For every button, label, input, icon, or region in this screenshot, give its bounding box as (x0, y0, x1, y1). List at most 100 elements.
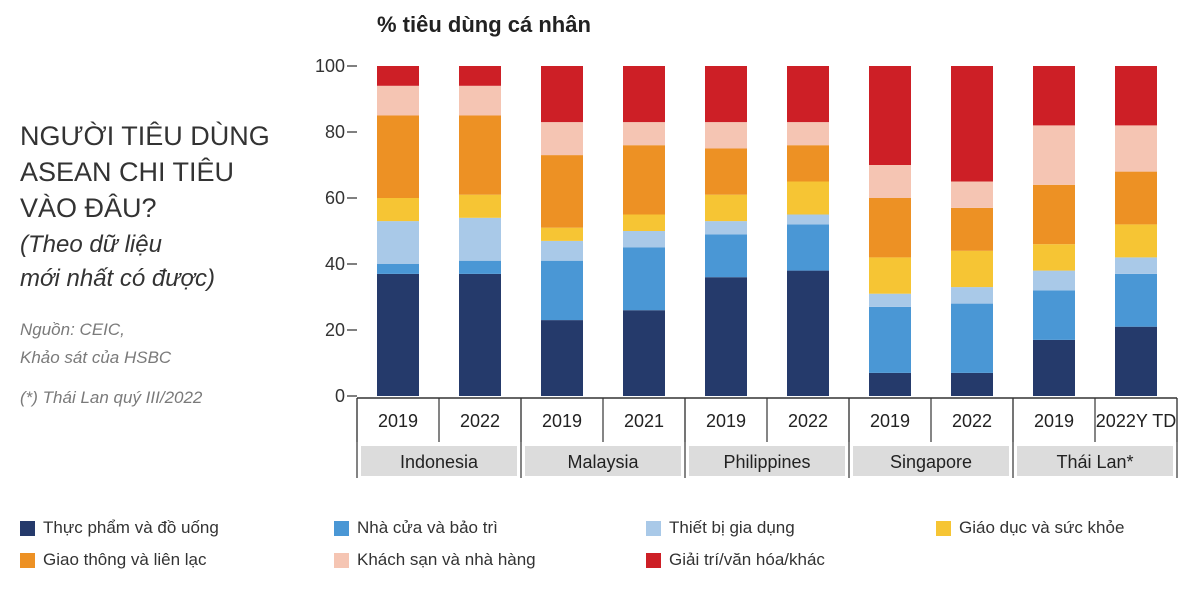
bar-segment-7 (1115, 66, 1157, 126)
bar-segment-4 (951, 250, 993, 288)
category-label: 2019 (542, 411, 582, 431)
bar-segment-7 (787, 66, 829, 123)
group-label: Singapore (890, 452, 972, 472)
legend-item: Thực phẩm và đồ uống (20, 518, 219, 538)
bar-segment-6 (951, 181, 993, 208)
bar-segment-3 (705, 221, 747, 235)
bar-segment-7 (869, 66, 911, 165)
category-label: 2022 (952, 411, 992, 431)
category-label: 2022 (460, 411, 500, 431)
legend-label: Khách sạn và nhà hàng (357, 550, 536, 569)
legend-swatch (20, 552, 35, 568)
bar-segment-5 (459, 115, 501, 195)
bar-segment-6 (1033, 125, 1075, 185)
category-label: 2022 (788, 411, 828, 431)
bar-segment-3 (951, 287, 993, 304)
bar-segment-4 (377, 198, 419, 222)
bar-segment-3 (541, 240, 583, 261)
legend-label: Giao thông và liên lạc (43, 550, 207, 569)
bar-segment-5 (377, 115, 419, 198)
bar-segment-5 (951, 207, 993, 251)
bar-segment-4 (705, 194, 747, 222)
legend-item: Thiết bị gia dụng (646, 518, 795, 538)
legend-swatch (646, 520, 661, 536)
bar-segment-1 (377, 273, 419, 396)
legend-swatch (936, 520, 951, 536)
footnote: (*) Thái Lan quý III/2022 (20, 388, 203, 407)
main-title-line-1: NGƯỜI TIÊU DÙNG (20, 121, 270, 151)
legend-label: Thực phẩm và đồ uống (43, 518, 219, 537)
y-tick-label: 0 (335, 386, 345, 406)
bar-segment-6 (705, 122, 747, 149)
bar-segment-3 (1115, 257, 1157, 274)
bar-segment-2 (951, 303, 993, 373)
bar-segment-3 (459, 217, 501, 261)
bar-segment-3 (623, 231, 665, 248)
bar-segment-7 (377, 66, 419, 86)
legend-item: Nhà cửa và bảo trì (334, 518, 498, 538)
bar-segment-7 (459, 66, 501, 86)
source-line-1: Nguồn: CEIC, (20, 320, 125, 339)
legend-swatch (20, 520, 35, 536)
bar-segment-1 (787, 270, 829, 396)
bar-segment-5 (787, 145, 829, 182)
bar-segment-6 (623, 122, 665, 146)
group-label-background (525, 446, 681, 476)
category-label: 2019 (1034, 411, 1074, 431)
bar-segment-1 (623, 310, 665, 396)
subtitle-line-2: mới nhất có được) (20, 265, 215, 292)
bar-segment-3 (787, 214, 829, 225)
bar-segment-1 (459, 273, 501, 396)
bar-segment-2 (541, 260, 583, 321)
bar-segment-7 (541, 66, 583, 123)
legend-swatch (334, 520, 349, 536)
bar-segment-1 (541, 320, 583, 396)
source-line-2: Khảo sát của HSBC (20, 348, 172, 367)
main-title: NGƯỜI TIÊU DÙNG ASEAN CHI TIÊU VÀO ĐÂU? (20, 118, 320, 226)
legend-item: Khách sạn và nhà hàng (334, 550, 536, 570)
legend-swatch (334, 552, 349, 568)
bar-segment-6 (1115, 125, 1157, 172)
bar-segment-4 (459, 194, 501, 218)
bar-segment-1 (951, 372, 993, 396)
bar-segment-2 (705, 234, 747, 278)
y-tick-label: 100 (315, 56, 345, 76)
legend-label: Thiết bị gia dụng (669, 518, 795, 537)
bar-segment-5 (705, 148, 747, 195)
legend-swatch (646, 552, 661, 568)
bar-segment-4 (541, 227, 583, 241)
y-tick-label: 40 (325, 254, 345, 274)
bar-segment-2 (459, 260, 501, 274)
bar-segment-5 (1115, 171, 1157, 225)
main-title-line-2: ASEAN CHI TIÊU (20, 157, 235, 187)
bar-segment-1 (1115, 326, 1157, 396)
bar-segment-2 (377, 264, 419, 274)
bar-segment-4 (1115, 224, 1157, 258)
bar-segment-1 (1033, 339, 1075, 396)
y-tick-label: 60 (325, 188, 345, 208)
bar-segment-1 (869, 372, 911, 396)
bar-segment-3 (869, 293, 911, 307)
bar-segment-2 (787, 224, 829, 271)
group-label-background (1017, 446, 1173, 476)
y-tick-label: 20 (325, 320, 345, 340)
chart-title: % tiêu dùng cá nhân (377, 12, 591, 37)
bar-segment-3 (377, 221, 419, 264)
category-label: 2022Y TD (1096, 411, 1176, 431)
bar-segment-5 (869, 198, 911, 258)
group-label-background (853, 446, 1009, 476)
bar-segment-7 (705, 66, 747, 123)
category-label: 2019 (870, 411, 910, 431)
group-label: Indonesia (400, 452, 479, 472)
bar-segment-4 (623, 214, 665, 231)
legend-label: Giải trí/văn hóa/khác (669, 550, 825, 569)
left-panel: NGƯỜI TIÊU DÙNG ASEAN CHI TIÊU VÀO ĐÂU? … (20, 118, 320, 412)
legend-item: Giao thông và liên lạc (20, 550, 207, 570)
bar-segment-5 (1033, 184, 1075, 245)
bar-segment-5 (623, 145, 665, 215)
bar-segment-4 (1033, 244, 1075, 271)
subtitle: (Theo dữ liệu mới nhất có được) (20, 228, 320, 296)
bar-segment-2 (1115, 273, 1157, 327)
main-title-line-3: VÀO ĐÂU? (20, 193, 157, 223)
